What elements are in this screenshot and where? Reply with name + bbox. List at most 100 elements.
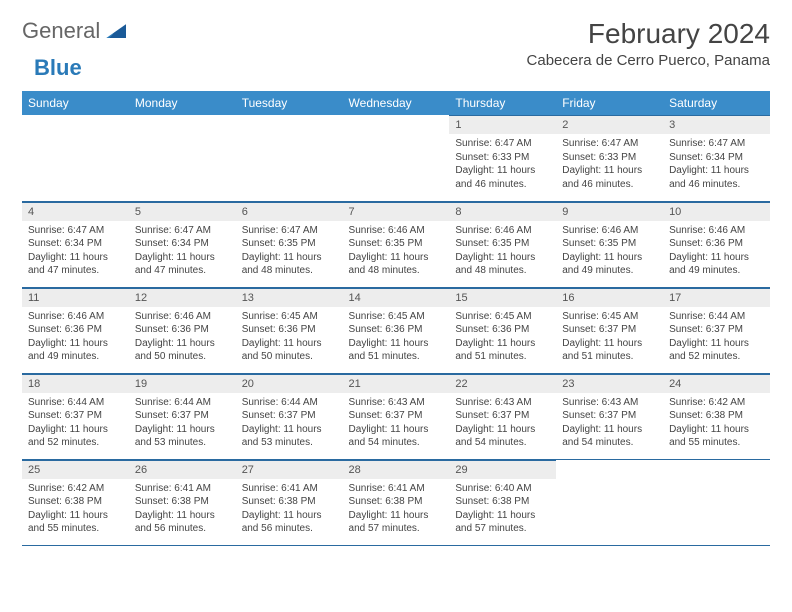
day-number: 8 xyxy=(449,202,556,221)
calendar-cell xyxy=(663,459,770,545)
calendar-cell: 21Sunrise: 6:43 AMSunset: 6:37 PMDayligh… xyxy=(343,373,450,459)
logo-part2: Blue xyxy=(34,55,82,80)
logo-icon xyxy=(106,24,126,38)
day-number: 27 xyxy=(236,460,343,479)
day-details: Sunrise: 6:45 AMSunset: 6:37 PMDaylight:… xyxy=(556,307,663,368)
day-number: 9 xyxy=(556,202,663,221)
day-details: Sunrise: 6:47 AMSunset: 6:34 PMDaylight:… xyxy=(129,221,236,282)
day-number: 28 xyxy=(343,460,450,479)
calendar-cell xyxy=(236,115,343,201)
day-header: Friday xyxy=(556,91,663,115)
calendar-head: SundayMondayTuesdayWednesdayThursdayFrid… xyxy=(22,91,770,115)
day-header: Thursday xyxy=(449,91,556,115)
calendar-cell: 24Sunrise: 6:42 AMSunset: 6:38 PMDayligh… xyxy=(663,373,770,459)
day-details: Sunrise: 6:44 AMSunset: 6:37 PMDaylight:… xyxy=(22,393,129,454)
day-details: Sunrise: 6:41 AMSunset: 6:38 PMDaylight:… xyxy=(343,479,450,540)
day-details: Sunrise: 6:43 AMSunset: 6:37 PMDaylight:… xyxy=(449,393,556,454)
calendar-cell: 9Sunrise: 6:46 AMSunset: 6:35 PMDaylight… xyxy=(556,201,663,287)
calendar-cell xyxy=(343,115,450,201)
day-number: 7 xyxy=(343,202,450,221)
day-number: 13 xyxy=(236,288,343,307)
calendar-cell: 6Sunrise: 6:47 AMSunset: 6:35 PMDaylight… xyxy=(236,201,343,287)
calendar-cell: 8Sunrise: 6:46 AMSunset: 6:35 PMDaylight… xyxy=(449,201,556,287)
day-details: Sunrise: 6:41 AMSunset: 6:38 PMDaylight:… xyxy=(129,479,236,540)
day-number: 15 xyxy=(449,288,556,307)
title-block: February 2024 Cabecera de Cerro Puerco, … xyxy=(527,18,770,69)
day-details: Sunrise: 6:46 AMSunset: 6:36 PMDaylight:… xyxy=(129,307,236,368)
calendar-cell: 11Sunrise: 6:46 AMSunset: 6:36 PMDayligh… xyxy=(22,287,129,373)
day-header: Tuesday xyxy=(236,91,343,115)
day-details: Sunrise: 6:44 AMSunset: 6:37 PMDaylight:… xyxy=(236,393,343,454)
calendar-cell: 7Sunrise: 6:46 AMSunset: 6:35 PMDaylight… xyxy=(343,201,450,287)
day-details: Sunrise: 6:47 AMSunset: 6:34 PMDaylight:… xyxy=(663,134,770,195)
day-number: 6 xyxy=(236,202,343,221)
day-details: Sunrise: 6:46 AMSunset: 6:35 PMDaylight:… xyxy=(556,221,663,282)
day-number: 20 xyxy=(236,374,343,393)
day-details: Sunrise: 6:45 AMSunset: 6:36 PMDaylight:… xyxy=(343,307,450,368)
calendar-cell: 22Sunrise: 6:43 AMSunset: 6:37 PMDayligh… xyxy=(449,373,556,459)
day-number: 29 xyxy=(449,460,556,479)
calendar-cell xyxy=(129,115,236,201)
day-details: Sunrise: 6:46 AMSunset: 6:36 PMDaylight:… xyxy=(22,307,129,368)
day-number: 16 xyxy=(556,288,663,307)
calendar-cell: 3Sunrise: 6:47 AMSunset: 6:34 PMDaylight… xyxy=(663,115,770,201)
day-header: Wednesday xyxy=(343,91,450,115)
day-details: Sunrise: 6:47 AMSunset: 6:34 PMDaylight:… xyxy=(22,221,129,282)
day-header: Sunday xyxy=(22,91,129,115)
calendar-cell: 19Sunrise: 6:44 AMSunset: 6:37 PMDayligh… xyxy=(129,373,236,459)
day-number: 3 xyxy=(663,115,770,134)
day-details: Sunrise: 6:44 AMSunset: 6:37 PMDaylight:… xyxy=(129,393,236,454)
calendar-cell xyxy=(22,115,129,201)
month-title: February 2024 xyxy=(527,18,770,50)
day-details: Sunrise: 6:42 AMSunset: 6:38 PMDaylight:… xyxy=(663,393,770,454)
calendar-body: 1Sunrise: 6:47 AMSunset: 6:33 PMDaylight… xyxy=(22,115,770,545)
calendar-cell: 12Sunrise: 6:46 AMSunset: 6:36 PMDayligh… xyxy=(129,287,236,373)
calendar-cell: 14Sunrise: 6:45 AMSunset: 6:36 PMDayligh… xyxy=(343,287,450,373)
calendar-cell: 23Sunrise: 6:43 AMSunset: 6:37 PMDayligh… xyxy=(556,373,663,459)
calendar-cell: 28Sunrise: 6:41 AMSunset: 6:38 PMDayligh… xyxy=(343,459,450,545)
day-number: 17 xyxy=(663,288,770,307)
day-number: 10 xyxy=(663,202,770,221)
day-number: 1 xyxy=(449,115,556,134)
day-number: 2 xyxy=(556,115,663,134)
day-details: Sunrise: 6:47 AMSunset: 6:35 PMDaylight:… xyxy=(236,221,343,282)
calendar-cell: 17Sunrise: 6:44 AMSunset: 6:37 PMDayligh… xyxy=(663,287,770,373)
calendar-cell: 1Sunrise: 6:47 AMSunset: 6:33 PMDaylight… xyxy=(449,115,556,201)
logo-part1: General xyxy=(22,18,100,44)
calendar-cell: 16Sunrise: 6:45 AMSunset: 6:37 PMDayligh… xyxy=(556,287,663,373)
day-number: 11 xyxy=(22,288,129,307)
calendar-cell: 13Sunrise: 6:45 AMSunset: 6:36 PMDayligh… xyxy=(236,287,343,373)
calendar-cell: 10Sunrise: 6:46 AMSunset: 6:36 PMDayligh… xyxy=(663,201,770,287)
calendar-table: SundayMondayTuesdayWednesdayThursdayFrid… xyxy=(22,91,770,546)
day-details: Sunrise: 6:46 AMSunset: 6:35 PMDaylight:… xyxy=(343,221,450,282)
day-number: 22 xyxy=(449,374,556,393)
calendar-cell: 27Sunrise: 6:41 AMSunset: 6:38 PMDayligh… xyxy=(236,459,343,545)
day-details: Sunrise: 6:40 AMSunset: 6:38 PMDaylight:… xyxy=(449,479,556,540)
day-details: Sunrise: 6:44 AMSunset: 6:37 PMDaylight:… xyxy=(663,307,770,368)
calendar-cell: 5Sunrise: 6:47 AMSunset: 6:34 PMDaylight… xyxy=(129,201,236,287)
day-details: Sunrise: 6:43 AMSunset: 6:37 PMDaylight:… xyxy=(556,393,663,454)
day-header: Saturday xyxy=(663,91,770,115)
day-number: 19 xyxy=(129,374,236,393)
day-details: Sunrise: 6:43 AMSunset: 6:37 PMDaylight:… xyxy=(343,393,450,454)
day-details: Sunrise: 6:47 AMSunset: 6:33 PMDaylight:… xyxy=(556,134,663,195)
calendar-cell: 29Sunrise: 6:40 AMSunset: 6:38 PMDayligh… xyxy=(449,459,556,545)
calendar-cell: 25Sunrise: 6:42 AMSunset: 6:38 PMDayligh… xyxy=(22,459,129,545)
day-number: 26 xyxy=(129,460,236,479)
day-details: Sunrise: 6:42 AMSunset: 6:38 PMDaylight:… xyxy=(22,479,129,540)
day-number: 14 xyxy=(343,288,450,307)
logo: General xyxy=(22,18,130,44)
location: Cabecera de Cerro Puerco, Panama xyxy=(527,52,770,69)
day-number: 12 xyxy=(129,288,236,307)
calendar-cell: 4Sunrise: 6:47 AMSunset: 6:34 PMDaylight… xyxy=(22,201,129,287)
calendar-cell xyxy=(556,459,663,545)
day-details: Sunrise: 6:47 AMSunset: 6:33 PMDaylight:… xyxy=(449,134,556,195)
day-number: 4 xyxy=(22,202,129,221)
calendar-cell: 2Sunrise: 6:47 AMSunset: 6:33 PMDaylight… xyxy=(556,115,663,201)
calendar-cell: 26Sunrise: 6:41 AMSunset: 6:38 PMDayligh… xyxy=(129,459,236,545)
day-details: Sunrise: 6:46 AMSunset: 6:36 PMDaylight:… xyxy=(663,221,770,282)
day-details: Sunrise: 6:45 AMSunset: 6:36 PMDaylight:… xyxy=(236,307,343,368)
day-number: 18 xyxy=(22,374,129,393)
day-number: 23 xyxy=(556,374,663,393)
day-number: 5 xyxy=(129,202,236,221)
